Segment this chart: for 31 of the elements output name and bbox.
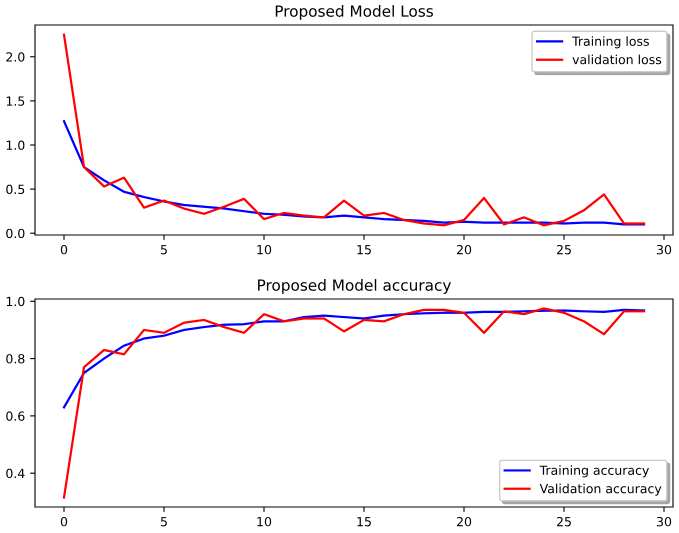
x-tick-label: 25: [556, 244, 571, 254]
x-tick-label: 20: [456, 244, 472, 254]
legend-label: Validation accuracy: [540, 484, 662, 496]
y-tick-label: 0.8: [6, 354, 24, 364]
x-tick-label: 0: [60, 244, 68, 254]
legend-label: Training loss: [572, 36, 649, 48]
x-tick-label: 5: [160, 245, 167, 254]
x-tick-label: 15: [357, 245, 371, 254]
line-series: [62, 308, 646, 408]
y-tick-label: 1.0: [6, 140, 24, 150]
x-tick-label: 15: [357, 517, 371, 526]
chart-title: Proposed Model Loss: [276, 5, 433, 20]
y-tick-label: 1.0: [6, 296, 24, 306]
legend-label: Training accuracy: [540, 465, 649, 478]
x-tick-label: 10: [257, 516, 272, 526]
y-tick-label: 0.0: [6, 228, 24, 238]
x-tick-label: 10: [257, 244, 272, 254]
y-tick-label: 0.6: [6, 411, 24, 421]
x-tick-label: 25: [556, 516, 571, 526]
x-tick-label: 5: [160, 517, 167, 526]
x-tick-label: 20: [456, 516, 472, 526]
chart-title: Proposed Model accuracy: [258, 279, 451, 294]
y-tick-label: 2.0: [6, 52, 24, 62]
legend-label: validation loss: [572, 54, 662, 64]
x-tick-label: 30: [657, 516, 672, 526]
y-tick-label: 0.5: [6, 184, 24, 194]
line-series: [62, 120, 646, 226]
x-tick-label: 0: [60, 516, 68, 526]
y-tick-label: 0.4: [6, 468, 25, 478]
y-tick-label: 1.5: [6, 96, 24, 106]
x-tick-label: 30: [657, 244, 672, 254]
